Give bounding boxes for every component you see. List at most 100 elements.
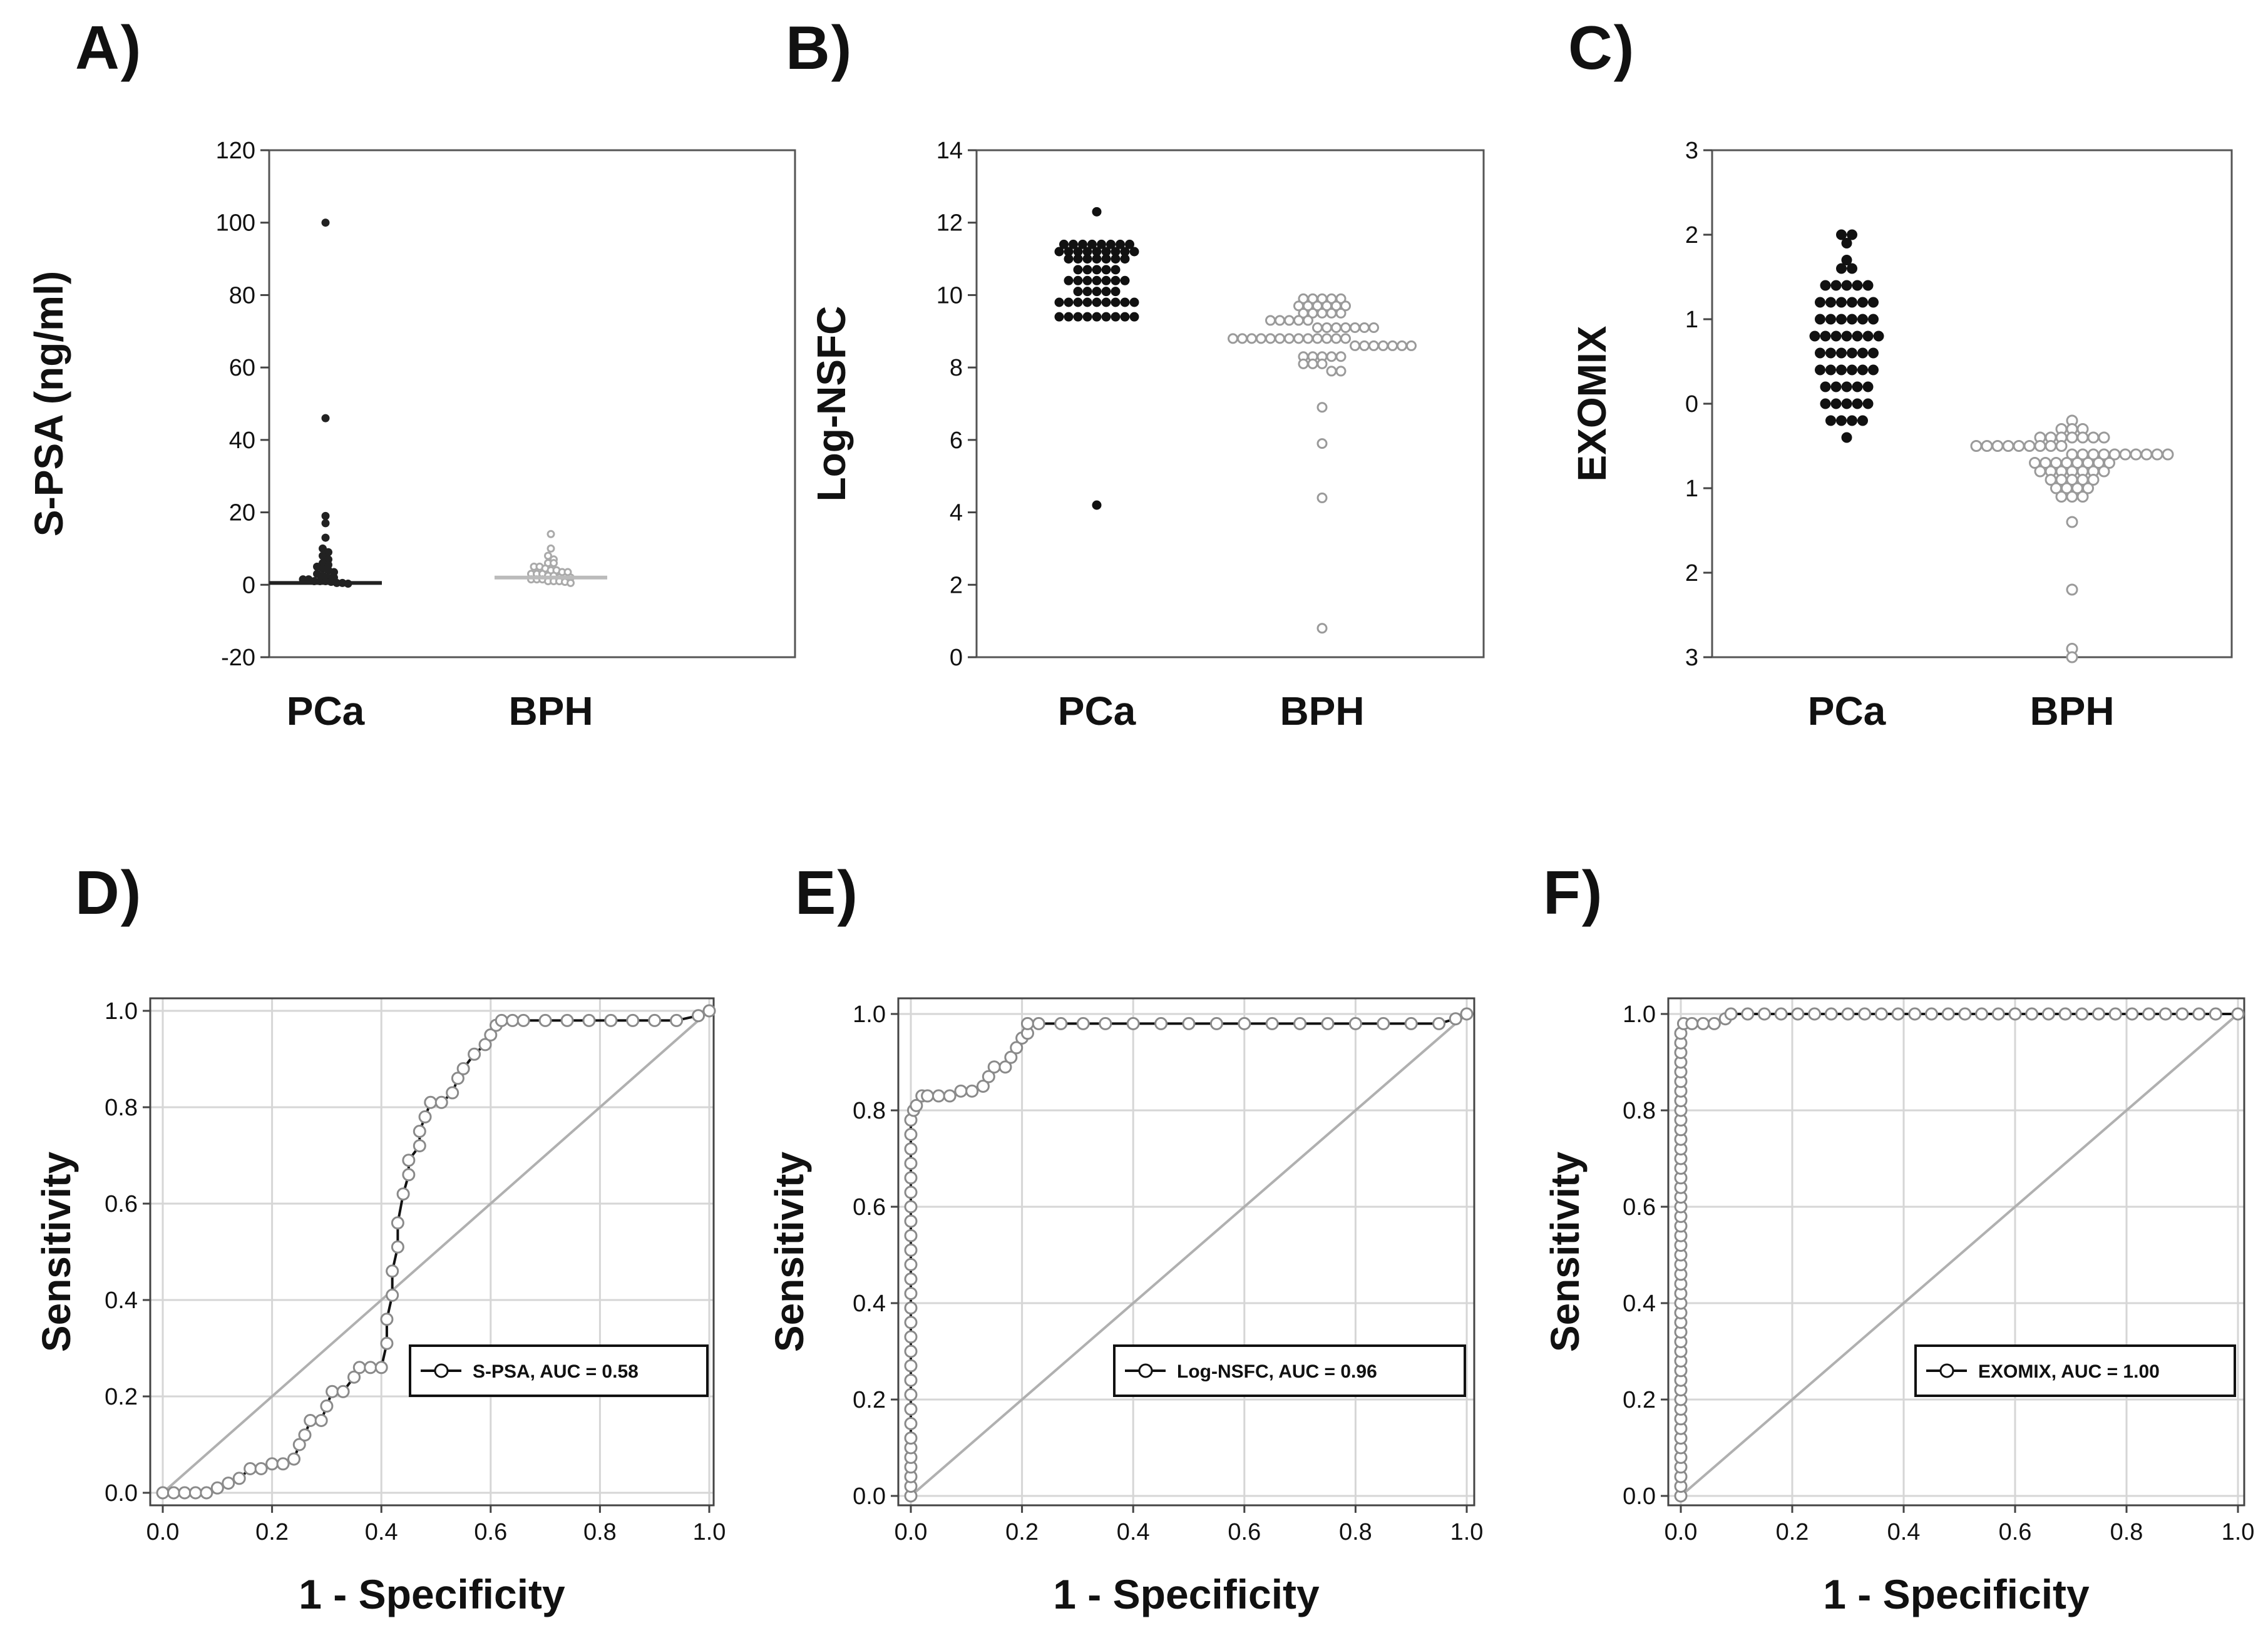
y-tick-label: 3 <box>1685 645 1698 671</box>
roc-point <box>2058 1007 2072 1021</box>
data-point <box>1073 275 1083 285</box>
data-point <box>1368 322 1379 333</box>
data-point <box>2034 440 2046 452</box>
y-tick-label: 0.6 <box>1623 1194 1656 1221</box>
roc-point <box>314 1414 328 1427</box>
data-point <box>1097 239 1106 249</box>
roc-point <box>1696 1016 1710 1030</box>
data-point <box>1862 398 1874 409</box>
data-point <box>1092 297 1102 307</box>
data-point <box>1836 297 1847 308</box>
y-tick-label: 0.4 <box>853 1291 886 1317</box>
data-point <box>1120 254 1130 264</box>
x-tick-label: 0.4 <box>1117 1519 1150 1545</box>
data-point <box>2103 457 2115 469</box>
data-point <box>1101 287 1111 297</box>
data-point <box>1825 314 1836 325</box>
data-point <box>1841 432 1852 443</box>
data-point <box>1120 297 1130 307</box>
data-point <box>1298 358 1309 369</box>
data-point <box>1111 312 1121 322</box>
y-tick-label: 10 <box>936 282 963 309</box>
data-point <box>1331 322 1342 333</box>
roc-point <box>326 1385 339 1398</box>
roc-point <box>904 1330 918 1344</box>
roc-point <box>374 1361 388 1374</box>
y-tick-label: 0.2 <box>1623 1387 1656 1413</box>
data-point <box>1092 275 1102 285</box>
data-point <box>1129 297 1139 307</box>
roc-point <box>904 1373 918 1387</box>
legend: S-PSA, AUC = 0.58 <box>409 1344 709 1397</box>
roc-point <box>380 1336 394 1350</box>
data-point <box>1359 340 1370 351</box>
roc-point <box>560 1013 574 1027</box>
roc-point <box>538 1013 552 1027</box>
dotplot-a: S-PSA (ng/ml) PCa BPH -20 0 20 40 60 80 100 120 <box>26 138 796 734</box>
category-label-bph: BPH <box>508 688 593 734</box>
data-point <box>1368 340 1379 351</box>
data-points <box>1054 207 1417 634</box>
data-point <box>1316 307 1328 319</box>
roc-point <box>904 1287 918 1301</box>
data-point <box>1064 254 1074 264</box>
roc-point <box>904 1417 918 1430</box>
roc-point <box>1265 1016 1279 1030</box>
y-tick-label: 0 <box>1685 391 1698 417</box>
data-point <box>1847 314 1857 325</box>
roc-point <box>1238 1016 1251 1030</box>
roc-point <box>1685 1016 1699 1030</box>
data-point <box>1857 347 1868 359</box>
roc-point <box>232 1472 246 1485</box>
data-point <box>567 578 575 587</box>
y-tick-label: 8 <box>950 355 963 381</box>
y-tick-label: -20 <box>221 645 255 671</box>
data-point <box>1120 275 1130 285</box>
x-tick-label: 0.2 <box>1005 1519 1039 1545</box>
data-point <box>1256 333 1266 344</box>
data-point <box>2002 440 2014 452</box>
roc-point <box>254 1462 268 1475</box>
data-point <box>1836 415 1847 426</box>
roc-point <box>1293 1016 1307 1030</box>
roc-point <box>222 1477 235 1490</box>
y-tick-label: 0.8 <box>1623 1098 1656 1124</box>
plot-frame <box>149 997 715 1507</box>
roc-point <box>402 1168 416 1182</box>
roc-point <box>265 1457 279 1471</box>
roc-point <box>380 1313 394 1326</box>
roc-point <box>904 1214 918 1228</box>
data-point <box>1312 322 1323 333</box>
roc-point <box>1841 1007 1855 1021</box>
x-tick-label: 0.2 <box>255 1519 289 1545</box>
data-point <box>1836 229 1847 240</box>
data-point <box>1106 239 1116 249</box>
x-tick-label: 0.0 <box>1665 1519 1698 1545</box>
roc-point <box>1724 1007 1738 1021</box>
x-tick-label: 0.6 <box>474 1519 507 1545</box>
y-ticks: -20 0 20 40 60 80 100 120 <box>216 138 269 671</box>
roc-point <box>904 1402 918 1416</box>
roc-point <box>1941 1007 1955 1021</box>
data-point <box>1981 440 1993 452</box>
data-point <box>1054 312 1064 322</box>
panel-label-d: D) <box>75 858 143 927</box>
data-point <box>1293 315 1304 326</box>
roc-point <box>456 1062 470 1075</box>
data-point <box>1830 280 1842 291</box>
x-tick-label: 1.0 <box>693 1519 726 1545</box>
data-point <box>321 414 330 422</box>
data-point <box>1125 239 1134 249</box>
roc-point <box>1182 1016 1196 1030</box>
panel-label-f: F) <box>1543 858 1604 927</box>
roc-point <box>1758 1007 1771 1021</box>
roc-point <box>298 1428 312 1442</box>
roc-point <box>1791 1007 1805 1021</box>
y-tick-label: 80 <box>229 282 255 309</box>
data-point <box>1326 351 1337 362</box>
plot-frame <box>268 149 796 658</box>
roc-point <box>391 1216 404 1230</box>
x-tick-label: 0.6 <box>1999 1519 2032 1545</box>
roc-point <box>904 1316 918 1329</box>
y-tick-label: 0.0 <box>105 1480 138 1507</box>
